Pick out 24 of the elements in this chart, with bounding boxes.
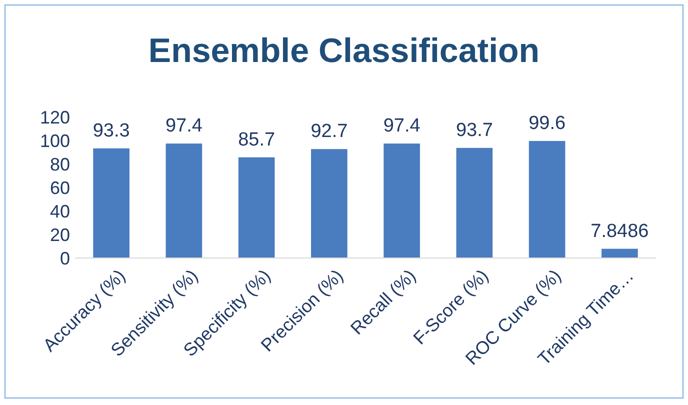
y-tick-label: 100 — [40, 130, 70, 151]
data-label: 92.7 — [310, 121, 348, 142]
bar — [384, 144, 420, 258]
y-tick-label: 80 — [50, 154, 70, 174]
chart-title: Ensemble Classification — [148, 32, 540, 70]
data-label: 7.8486 — [590, 220, 649, 242]
data-label: 97.4 — [383, 116, 421, 137]
data-label: 85.7 — [238, 129, 276, 150]
bar — [311, 149, 348, 258]
y-tick-label: 0 — [60, 248, 70, 268]
bar — [238, 157, 275, 258]
bar — [602, 248, 638, 258]
bar — [93, 148, 130, 258]
bar — [528, 140, 566, 258]
data-label: 97.4 — [165, 116, 203, 137]
data-label: 93.3 — [92, 120, 130, 142]
data-label: 93.7 — [456, 120, 493, 141]
y-tick-label: 40 — [50, 201, 70, 222]
y-tick-label: 20 — [50, 224, 70, 245]
y-tick-label: 120 — [40, 107, 70, 128]
bar — [456, 148, 493, 258]
bar — [166, 144, 202, 258]
y-tick-label: 60 — [50, 178, 70, 198]
data-label: 99.6 — [528, 112, 566, 134]
